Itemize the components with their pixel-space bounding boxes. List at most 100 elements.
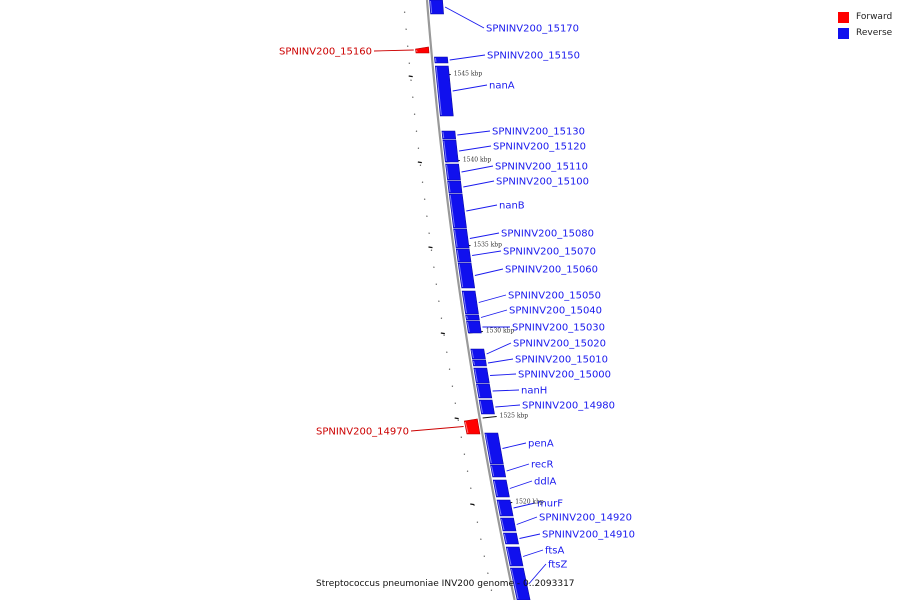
gene-label[interactable]: SPNINV200_15050: [508, 291, 601, 302]
gene-block-highlight: [430, 0, 433, 14]
gene-block[interactable]: [429, 0, 444, 15]
gene-block-highlight: [467, 321, 470, 333]
gene-leader-line: [459, 145, 492, 152]
gene-leader-line: [449, 54, 486, 61]
gene-block[interactable]: [455, 248, 472, 263]
gene-block[interactable]: [478, 399, 495, 415]
gene-label[interactable]: ftsA: [545, 546, 564, 557]
tick-labels: 1545 kbp 1540 kbp 1535 kbp 1530 kbp 1525 kbp…: [454, 71, 544, 506]
gene-label[interactable]: SPNINV200_14920: [539, 513, 632, 524]
gene-block[interactable]: [434, 65, 454, 117]
gene-leader-line: [495, 404, 521, 408]
gene-block-highlight: [497, 500, 502, 516]
gene-label[interactable]: SPNINV200_15170: [486, 24, 579, 35]
gene-label[interactable]: murF: [537, 499, 563, 510]
tick-label: 1520 kbp: [515, 499, 544, 506]
gene-block[interactable]: [492, 479, 510, 498]
tick-label: 1525 kbp: [500, 413, 529, 420]
legend: Forward Reverse: [838, 9, 892, 41]
gene-label[interactable]: SPNINV200_15070: [503, 247, 596, 258]
gene-block[interactable]: [473, 367, 490, 384]
gene-label[interactable]: SPNINV200_15120: [493, 142, 586, 153]
major-tick: [470, 503, 475, 506]
gene-block[interactable]: [461, 290, 479, 315]
gene-leader-line: [516, 516, 538, 525]
genome-backbone: [425, 0, 516, 600]
gene-label[interactable]: SPNINV200_15030: [512, 323, 605, 334]
gene-block-highlight: [449, 194, 455, 228]
gene-labels: SPNINV200_15170 SPNINV200_15160 SPNINV200_…: [279, 24, 635, 571]
gene-block[interactable]: [465, 314, 480, 321]
gene-label[interactable]: SPNINV200_15110: [495, 162, 588, 173]
gene-label[interactable]: nanH: [521, 386, 547, 397]
gene-leader-line: [373, 49, 414, 52]
gene-block[interactable]: [472, 359, 487, 367]
gene-block[interactable]: [434, 56, 449, 64]
legend-reverse: Reverse: [838, 25, 892, 41]
gene-block[interactable]: [470, 348, 486, 360]
gene-blocks: [415, 0, 531, 600]
gene-leader-line: [509, 480, 533, 489]
gene-block[interactable]: [457, 262, 476, 289]
tick-label: 1540 kbp: [463, 157, 492, 164]
gene-block[interactable]: [445, 163, 461, 181]
gene-leader-line: [474, 268, 504, 276]
gene-block[interactable]: [442, 139, 459, 163]
gene-label[interactable]: SPNINV200_15060: [505, 265, 598, 276]
gene-block-highlight: [474, 368, 478, 383]
gene-label[interactable]: ddlA: [534, 477, 556, 488]
gene-block[interactable]: [448, 193, 467, 229]
gene-block[interactable]: [463, 418, 481, 435]
gene-label[interactable]: SPNINV200_15010: [515, 355, 608, 366]
gene-leader-line: [513, 502, 536, 509]
gene-block-highlight: [434, 57, 437, 63]
gene-label[interactable]: recR: [531, 460, 554, 471]
gene-block[interactable]: [503, 532, 519, 545]
tick-label: 1535 kbp: [473, 242, 502, 249]
gene-block-highlight: [473, 360, 476, 366]
gene-block[interactable]: [466, 320, 482, 334]
gene-block[interactable]: [415, 46, 430, 54]
gene-block-highlight: [448, 181, 451, 193]
gene-label[interactable]: penA: [528, 439, 554, 450]
gene-block-highlight: [471, 349, 474, 359]
gene-block[interactable]: [447, 180, 463, 194]
gene-leader-line: [410, 426, 464, 432]
gene-block[interactable]: [505, 546, 524, 567]
gene-block[interactable]: [453, 228, 470, 249]
gene-label[interactable]: SPNINV200_15150: [487, 51, 580, 62]
gene-label[interactable]: SPNINV200_15100: [496, 177, 589, 188]
gene-label[interactable]: SPNINV200_15130: [492, 127, 585, 138]
gene-label[interactable]: SPNINV200_15020: [513, 339, 606, 350]
gene-block-highlight: [442, 131, 445, 139]
gene-label[interactable]: SPNINV200_14970: [316, 427, 409, 438]
gene-label[interactable]: SPNINV200_15040: [509, 306, 602, 317]
gene-label[interactable]: SPNINV200_14910: [542, 530, 635, 541]
gene-leader-line: [466, 204, 498, 212]
gene-block[interactable]: [476, 383, 493, 399]
gene-block[interactable]: [496, 499, 514, 517]
gene-label[interactable]: nanB: [499, 201, 525, 212]
gene-block[interactable]: [490, 464, 507, 478]
gene-block-highlight: [479, 400, 483, 414]
gene-block[interactable]: [484, 432, 504, 465]
gene-block-highlight: [416, 49, 418, 53]
gene-block-highlight: [458, 263, 464, 288]
label-leader-lines: [373, 6, 547, 585]
gene-label[interactable]: nanA: [489, 81, 515, 92]
gene-label[interactable]: SPNINV200_15160: [279, 47, 372, 58]
gene-block-highlight: [503, 533, 508, 544]
major-tick: [408, 75, 413, 78]
gene-block[interactable]: [510, 567, 531, 600]
gene-label[interactable]: SPNINV200_14980: [522, 401, 615, 412]
minor-ticks: [403, 11, 493, 591]
gene-label[interactable]: SPNINV200_15000: [518, 370, 611, 381]
gene-block[interactable]: [500, 517, 517, 532]
gene-block-highlight: [510, 568, 519, 600]
gene-block[interactable]: [441, 130, 457, 140]
gene-block-highlight: [506, 547, 512, 566]
gene-label[interactable]: ftsZ: [548, 560, 567, 571]
gene-label[interactable]: SPNINV200_15080: [501, 229, 594, 240]
gene-block-highlight: [446, 164, 449, 180]
